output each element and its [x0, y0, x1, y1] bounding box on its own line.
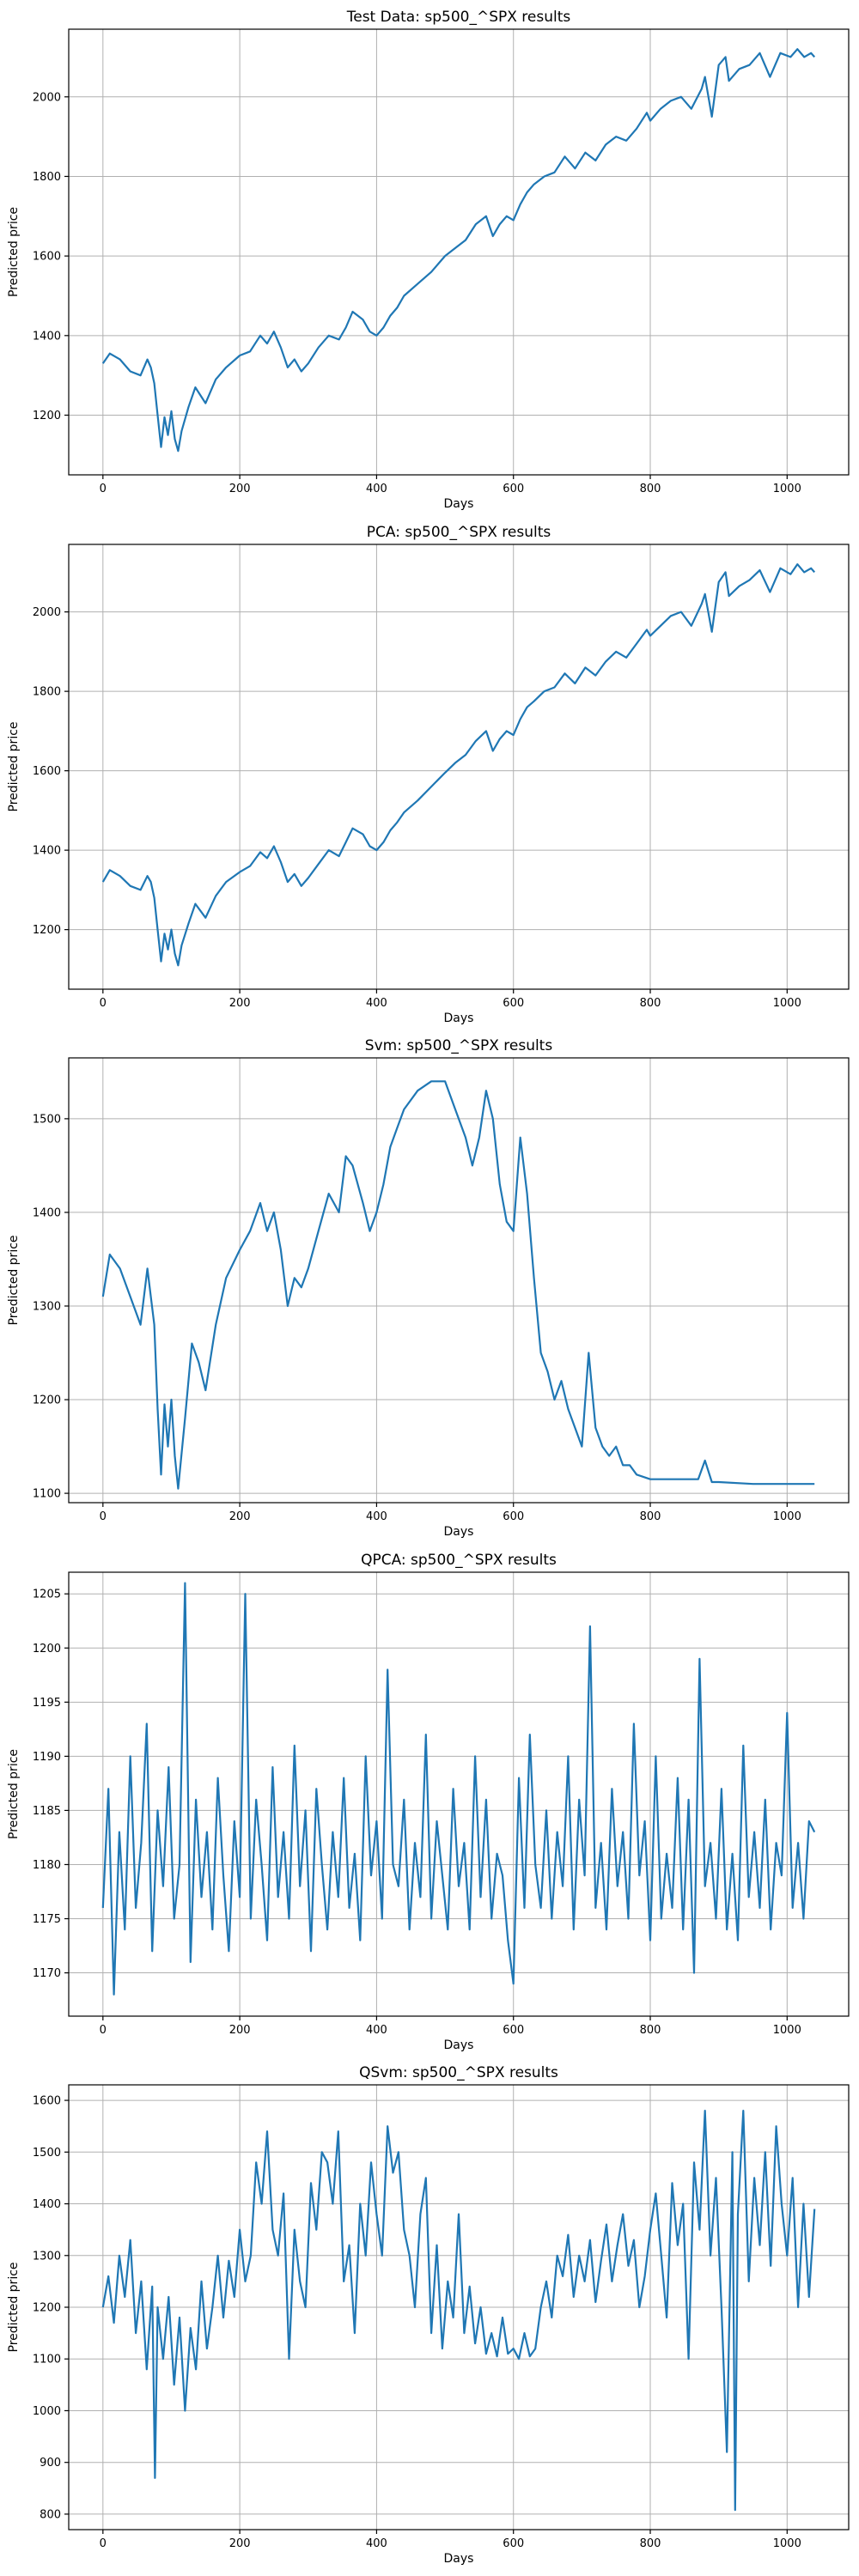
chart-panel-4: QPCA: sp500_^SPX results 0 200 400 600 800 100…: [7, 1552, 850, 2052]
y-tick-label: 1600: [33, 2095, 61, 2108]
chart-panel-5: QSvm: sp500_^SPX results 0 200 400 600 800 100…: [7, 2064, 850, 2566]
chart-panel-3: Svm: sp500_^SPX results 0 200 400 600 800 1000…: [7, 1037, 850, 1539]
y-tick-label: 800: [40, 2508, 61, 2521]
y-tick-label: 1500: [33, 2147, 61, 2160]
y-axis-label: Predicted price: [7, 1235, 21, 1325]
y-tick-label: 1800: [33, 686, 61, 699]
y-tick-label: 1200: [33, 410, 61, 422]
series-line: [101, 48, 816, 453]
plot-frame: [68, 1571, 850, 2017]
x-tick-label: 0: [100, 2537, 107, 2550]
y-tick-label: 2000: [33, 91, 61, 104]
x-axis-label: Days: [444, 2038, 474, 2052]
y-tick-label: 1300: [33, 2250, 61, 2263]
y-axis-label: Predicted price: [7, 207, 21, 297]
x-axis-label: Days: [444, 2552, 474, 2566]
y-tick-label: 1175: [33, 1913, 61, 1926]
y-tick-label: 1170: [33, 1967, 61, 1980]
y-tick-label: 1200: [33, 2302, 61, 2315]
chart-title: PCA: sp500_^SPX results: [367, 524, 551, 541]
series-line: [101, 563, 816, 967]
x-tick-label: 600: [503, 483, 524, 495]
series-line: [101, 1080, 815, 1490]
y-tick-label: 1205: [33, 1589, 61, 1601]
y-tick-label: 1400: [33, 1206, 61, 1219]
x-tick-label: 800: [640, 2024, 661, 2037]
x-tick-label: 1000: [773, 997, 801, 1010]
y-axis-label: Predicted price: [7, 2262, 21, 2352]
chart-panel-2: PCA: sp500_^SPX results 0 200 400 600 800 1000…: [7, 524, 850, 1025]
x-tick-label: 400: [366, 1510, 387, 1523]
x-tick-label: 600: [503, 2024, 524, 2037]
plot-frame: [68, 28, 850, 476]
x-tick-label: 600: [503, 1510, 524, 1523]
x-tick-label: 200: [229, 2537, 251, 2550]
y-tick-label: 1500: [33, 1113, 61, 1126]
y-tick-label: 1000: [33, 2405, 61, 2418]
y-tick-label: 1200: [33, 924, 61, 937]
chart-title: Test Data: sp500_^SPX results: [346, 9, 571, 26]
x-tick-label: 1000: [773, 2024, 801, 2037]
y-tick-label: 1190: [33, 1751, 61, 1764]
y-tick-label: 1300: [33, 1300, 61, 1313]
x-tick-label: 0: [100, 1510, 107, 1523]
x-tick-label: 800: [640, 1510, 661, 1523]
x-tick-label: 1000: [773, 483, 801, 495]
x-tick-label: 400: [366, 483, 387, 495]
y-tick-label: 1200: [33, 1643, 61, 1656]
x-axis-label: Days: [444, 1012, 474, 1025]
y-tick-label: 1185: [33, 1805, 61, 1818]
x-tick-label: 400: [366, 2537, 387, 2550]
y-tick-label: 1200: [33, 1394, 61, 1407]
y-tick-label: 1400: [33, 330, 61, 343]
y-tick-label: 1600: [33, 765, 61, 778]
series-line: [101, 1582, 816, 1996]
y-axis-label: Predicted price: [7, 721, 21, 811]
y-axis-label: Predicted price: [7, 1749, 21, 1839]
chart-title: QPCA: sp500_^SPX results: [361, 1552, 557, 1569]
chart-title: Svm: sp500_^SPX results: [365, 1037, 553, 1054]
x-tick-label: 200: [229, 2024, 251, 2037]
y-tick-label: 1100: [33, 2354, 61, 2366]
x-tick-label: 1000: [773, 2537, 801, 2550]
x-axis-label: Days: [444, 1525, 474, 1539]
series-line: [101, 2110, 816, 2512]
y-tick-label: 1400: [33, 845, 61, 858]
x-tick-label: 200: [229, 483, 251, 495]
chart-panel-1: Test Data: sp500_^SPX results 0 200 400 600 8…: [7, 9, 850, 511]
x-tick-label: 0: [100, 997, 107, 1010]
x-tick-label: 800: [640, 997, 661, 1010]
y-tick-label: 1195: [33, 1697, 61, 1710]
chart-title: QSvm: sp500_^SPX results: [359, 2064, 558, 2081]
x-tick-label: 400: [366, 997, 387, 1010]
y-tick-label: 1600: [33, 251, 61, 264]
x-tick-label: 0: [100, 2024, 107, 2037]
x-tick-label: 800: [640, 2537, 661, 2550]
x-tick-label: 600: [503, 2537, 524, 2550]
x-tick-label: 200: [229, 1510, 251, 1523]
x-tick-label: 0: [100, 483, 107, 495]
x-axis-label: Days: [444, 497, 474, 511]
plot-frame: [68, 1057, 850, 1504]
plot-frame: [68, 544, 850, 990]
y-tick-label: 1400: [33, 2198, 61, 2211]
x-tick-label: 800: [640, 483, 661, 495]
x-tick-label: 400: [366, 2024, 387, 2037]
y-tick-label: 1100: [33, 1488, 61, 1501]
x-tick-label: 1000: [773, 1510, 801, 1523]
y-tick-label: 1180: [33, 1859, 61, 1872]
y-tick-label: 2000: [33, 606, 61, 619]
y-tick-label: 1800: [33, 171, 61, 184]
x-tick-label: 200: [229, 997, 251, 1010]
y-tick-label: 900: [40, 2457, 61, 2470]
x-tick-label: 600: [503, 997, 524, 1010]
